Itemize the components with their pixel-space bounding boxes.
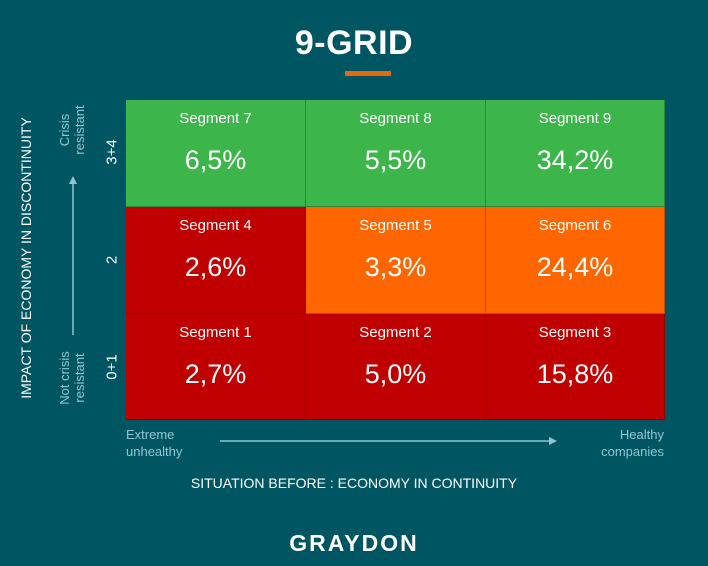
grid-cell: Segment 6 24,4%	[486, 207, 665, 314]
grid-cell: Segment 7 6,5%	[126, 100, 306, 207]
segment-label: Segment 5	[359, 217, 432, 234]
grid-cell: Segment 1 2,7%	[126, 314, 306, 420]
graydon-logo: GRAYDON	[289, 530, 419, 556]
segment-value: 2,7%	[184, 359, 247, 389]
segment-label: Segment 3	[538, 324, 612, 341]
segment-value: 24,4%	[536, 252, 614, 282]
nine-grid: Segment 7 6,5% Segment 8 5,5% Segment 9 34,2%…	[126, 100, 665, 420]
x-high-label: Healthy companies	[601, 427, 664, 459]
segment-label: Segment 1	[179, 324, 252, 341]
chart-title: 9-GRID	[294, 24, 414, 62]
segment-value: 5,0%	[364, 359, 427, 389]
grid-cell: Segment 9 34,2%	[486, 100, 665, 207]
grid-cell: Segment 2 5,0%	[306, 314, 486, 420]
segment-label: Segment 6	[538, 217, 612, 234]
grid-cell: Segment 5 3,3%	[306, 207, 486, 314]
segment-label: Segment 4	[179, 217, 252, 234]
x-axis-title: SITUATION BEFORE : ECONOMY IN CONTINUITY	[190, 475, 518, 491]
segment-value: 2,6%	[184, 252, 247, 282]
segment-value: 34,2%	[536, 145, 614, 175]
title-underline	[345, 71, 391, 76]
segment-value: 5,5%	[364, 145, 427, 175]
segment-label: Segment 7	[179, 110, 252, 127]
segment-value: 15,8%	[536, 359, 614, 389]
grid-cell: Segment 3 15,8%	[486, 314, 665, 420]
segment-value: 3,3%	[364, 252, 427, 282]
segment-label: Segment 8	[359, 110, 432, 127]
segment-label: Segment 9	[538, 110, 612, 127]
x-low-label: Extreme unhealthy	[126, 427, 183, 459]
x-axis-arrow	[220, 437, 557, 445]
segment-label: Segment 2	[359, 324, 432, 341]
grid-cell: Segment 8 5,5%	[306, 100, 486, 207]
y-axis-arrow	[69, 176, 77, 335]
grid-cell: Segment 4 2,6%	[126, 207, 306, 314]
segment-value: 6,5%	[184, 145, 247, 175]
